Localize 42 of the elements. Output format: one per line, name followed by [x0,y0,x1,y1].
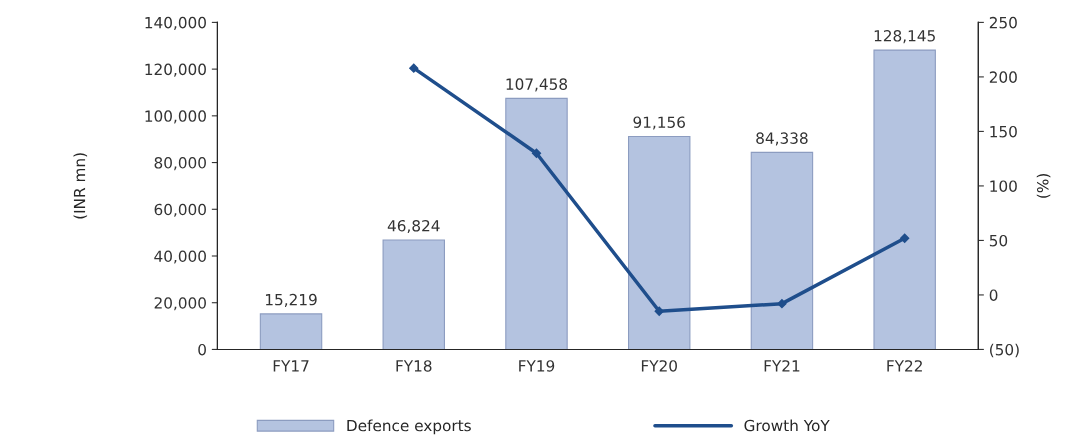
y2-tick-label: 150 [990,125,1017,138]
x-tick-label: FY21 [764,360,800,372]
y2-tick-label: (50) [990,343,1019,358]
x-tick-label: FY18 [396,360,432,372]
x-tick-label: FY19 [519,360,555,372]
point [531,148,542,158]
bar [750,151,814,350]
y-tick-label: 0 [198,343,206,356]
y2-tick-label: 100 [990,180,1017,192]
y-tick-label: 20,000 [154,297,206,311]
x-tick-label: FY22 [887,360,922,372]
y-tick-label: 120,000 [145,63,206,77]
y-axis-title: (INR mn) [73,153,88,219]
y-tick-label: 80,000 [154,157,206,171]
data-label: 84,338 [756,132,808,146]
bar [873,49,936,350]
x-tick-label: FY17 [273,360,309,372]
point [654,306,664,316]
data-label: 128,145 [874,30,935,44]
legend-label: Defence exports [347,419,471,435]
y-tick-label: 100,000 [145,110,206,124]
data-label: 46,824 [387,219,440,234]
bar [627,135,691,350]
legend-label: Growth YoY [744,419,830,432]
point [777,299,787,309]
point [900,233,910,243]
y2-tick-label: 200 [989,71,1017,83]
y2-tick-label: 0 [989,289,998,301]
bar [259,313,323,350]
y-tick-label: 40,000 [154,250,206,264]
bar [382,239,445,350]
x-tick-label: FY20 [641,360,677,372]
y2-tick-label: 50 [989,234,1008,247]
data-label: 107,458 [506,78,568,92]
y-tick-label: 60,000 [154,203,206,217]
data-label: 91,156 [633,116,685,130]
data-label: 15,219 [265,293,317,307]
point [409,63,419,73]
y2-axis-title: (%) [1036,174,1051,198]
bar [505,97,568,350]
y2-tick-label: 250 [989,16,1017,29]
y-tick-label: 140,000 [145,16,206,30]
